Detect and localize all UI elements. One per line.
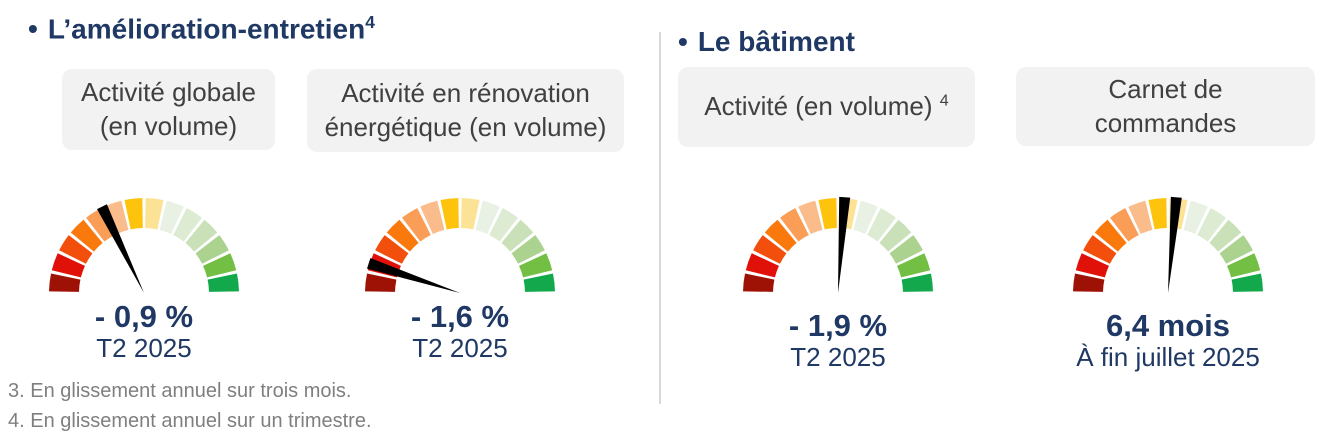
gauge-value: 6,4 mois [1105, 308, 1231, 343]
card-label-line2: commandes [1094, 107, 1237, 138]
bullet-icon: • [28, 13, 38, 45]
gauge-chart-activite-batiment [743, 196, 933, 293]
indicator-card-carnet-commandes: Carnet de commandes [1016, 67, 1315, 146]
indicator-card-activite-globale: Activité globale (en volume) [62, 69, 275, 150]
card-label-line1: Activité globale [81, 77, 256, 108]
gauge-value: - 1,6 % [410, 299, 510, 334]
section-title-batiment: • Le bâtiment [678, 26, 855, 58]
gauge-chart-renovation-energetique [365, 198, 555, 293]
card-label-line2: énergétique (en volume) [324, 111, 607, 142]
footnote-reference: 4 [365, 12, 375, 32]
card-label-line1: Activité en rénovation [341, 78, 590, 109]
section-title-text: L’amélioration-entretien [47, 13, 366, 45]
section-divider [659, 32, 661, 404]
footnote-3: 3. En glissement annuel sur trois mois. [8, 380, 352, 402]
footnotes: 3. En glissement annuel sur trois mois. … [8, 376, 372, 436]
card-label-line1: Carnet de [1108, 74, 1223, 105]
card-label-line2: (en volume) [99, 110, 238, 141]
section-title-text: Le bâtiment [697, 26, 855, 57]
card-label-line1: Activité (en volume) [704, 91, 933, 122]
gauge-needle [838, 196, 851, 293]
gauge-chart-activite-globale [49, 198, 239, 293]
gauge-period: À fin juillet 2025 [1076, 342, 1260, 372]
gauge-needle [367, 258, 460, 293]
gauge-needle [1168, 196, 1182, 293]
gauge-period: T2 2025 [96, 333, 192, 363]
bullet-icon: • [678, 26, 688, 57]
gauge-value: - 0,9 % [94, 299, 194, 334]
gauge-value: - 1,9 % [788, 308, 888, 343]
indicator-card-activite-batiment: Activité (en volume) 4 [678, 67, 975, 147]
gauge-chart-carnet-commandes [1073, 196, 1263, 293]
footnote-4: 4. En glissement annuel sur un trimestre… [8, 410, 372, 432]
footnote-reference: 4 [939, 91, 949, 110]
gauge-needle [97, 204, 144, 293]
section-title-amelioration-entretien: • L’amélioration-entretien4 [28, 12, 375, 45]
gauge-period: T2 2025 [412, 333, 508, 363]
gauge-period: T2 2025 [790, 342, 886, 372]
indicator-card-renovation-energetique: Activité en rénovation énergétique (en v… [307, 69, 624, 152]
